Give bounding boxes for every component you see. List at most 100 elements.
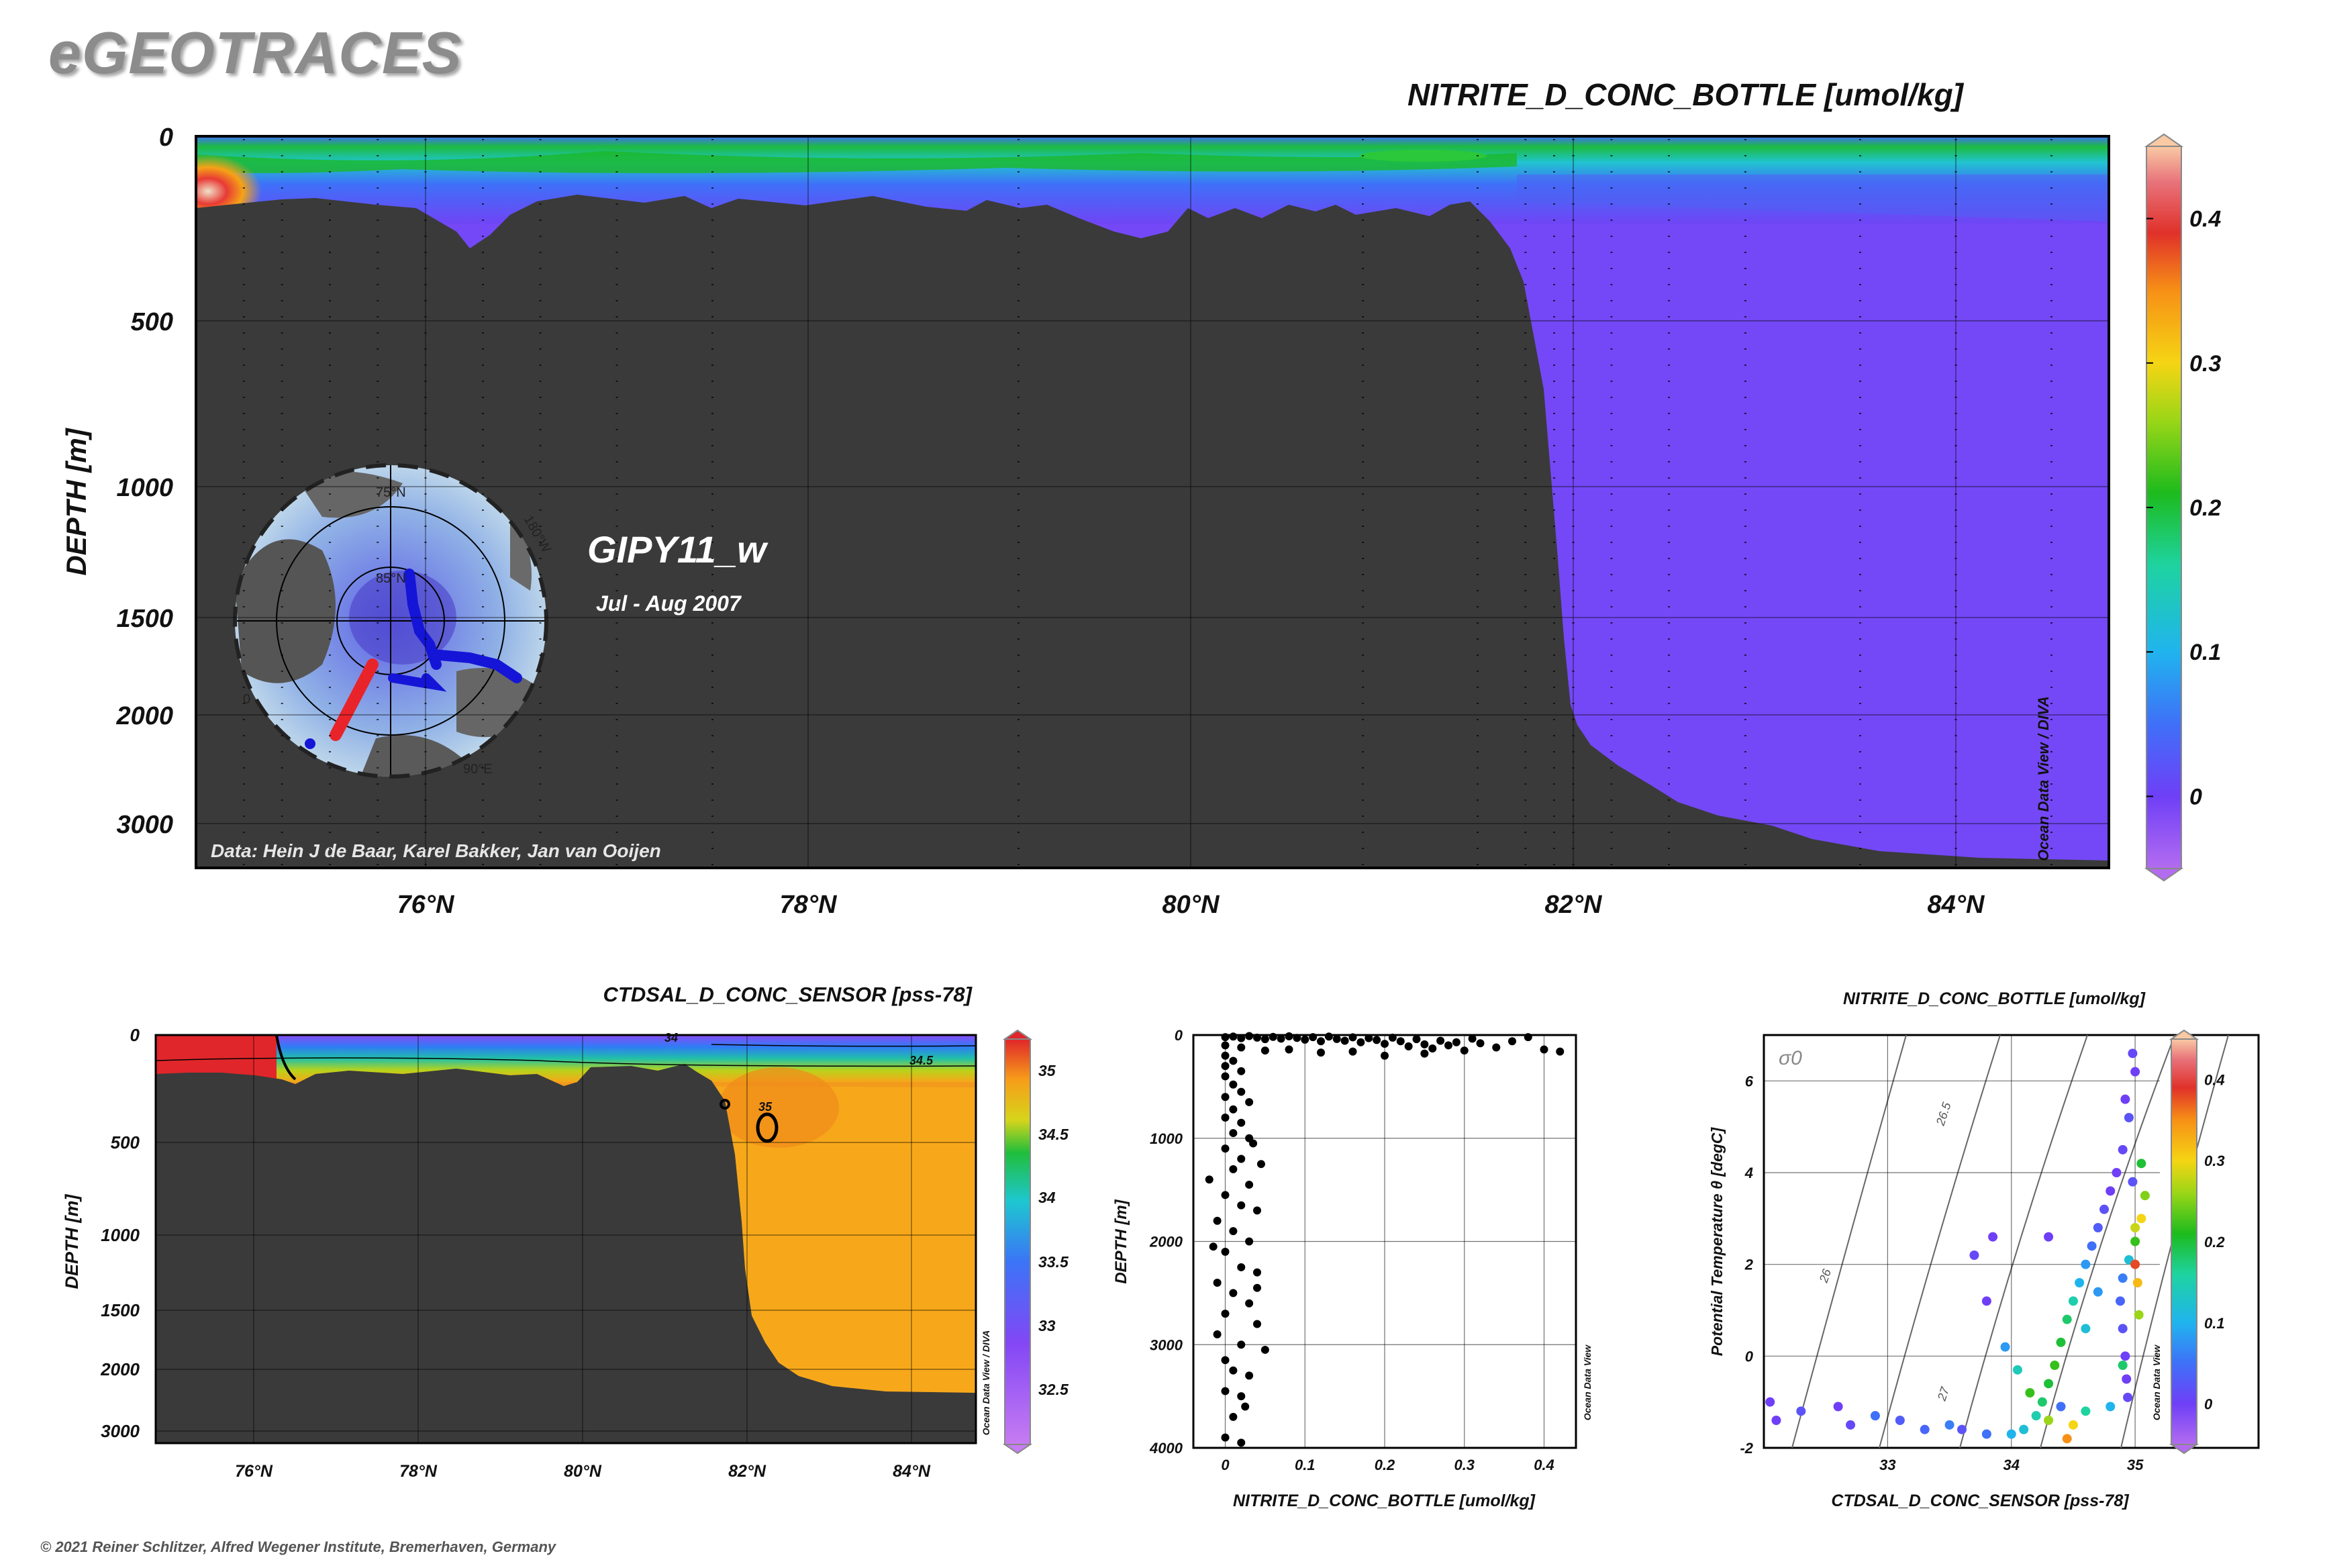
profile-point <box>1444 1041 1452 1050</box>
ts-point <box>1846 1420 1856 1430</box>
ts-x-tick: 35 <box>2127 1457 2144 1473</box>
ts-point <box>2132 1278 2142 1287</box>
profile-point <box>1221 1191 1230 1199</box>
profile-point <box>1237 1118 1246 1127</box>
profile-point <box>1221 1433 1230 1442</box>
ts-point <box>2050 1361 2060 1370</box>
profile-point <box>1237 1438 1246 1447</box>
main-chart-title: NITRITE_D_CONC_BOTTLE [umol/kg] <box>1407 77 1965 112</box>
profile-point <box>1412 1035 1421 1044</box>
profile-point <box>1348 1047 1357 1056</box>
map-label-90e: 90°E <box>463 762 493 777</box>
egeotraces-logo: eGEOTRACES <box>48 19 462 86</box>
profile-point <box>1237 1201 1246 1210</box>
sigma-theta-label: σ0 <box>1779 1047 1802 1069</box>
ts-point <box>2044 1379 2054 1389</box>
ts-point <box>1981 1429 1991 1439</box>
profile-point <box>1253 1320 1261 1328</box>
ts-point <box>2000 1342 2010 1352</box>
nitrite-profile-chart: NITRITE_D_CONC_BOTTLE [umol/kg] DEPTH [m… <box>1112 1027 1593 1510</box>
ts-point <box>2068 1420 2078 1430</box>
profile-point <box>1245 1299 1254 1308</box>
ts-point <box>2106 1402 2116 1412</box>
ts-chart-title: NITRITE_D_CONC_BOTTLE [umol/kg] <box>1843 989 2146 1008</box>
profile-point <box>1221 1310 1230 1318</box>
ts-point <box>2140 1191 2150 1201</box>
profile-point <box>1229 1165 1238 1173</box>
contour-label-345: 34.5 <box>909 1054 934 1067</box>
profile-point <box>1229 1289 1238 1297</box>
ts-point <box>2062 1434 2072 1444</box>
ts-point <box>2056 1337 2066 1347</box>
profile-point <box>1221 1072 1230 1081</box>
profile-point <box>1205 1175 1214 1184</box>
profile-point <box>1260 1345 1269 1354</box>
profile-point <box>1309 1033 1318 1042</box>
main-y-tick: 0 <box>159 124 173 152</box>
profile-point <box>1237 1263 1246 1271</box>
profile-point <box>1229 1227 1238 1236</box>
ts-point <box>1969 1251 1979 1260</box>
main-cbar-tick: 0.2 <box>2189 495 2221 521</box>
ts-point <box>2134 1310 2144 1320</box>
profile-point <box>1340 1036 1349 1045</box>
ts-point <box>2130 1259 2140 1269</box>
main-section-chart: 75°N 85°N 90°E 0 180°W NITRITE_D_CONC_BO… <box>60 77 2221 919</box>
sal-x-tick: 76°N <box>235 1462 273 1481</box>
profile-point <box>1209 1242 1218 1251</box>
profile-point <box>1221 1051 1230 1060</box>
profile-point <box>1492 1043 1501 1052</box>
ts-point <box>2128 1048 2138 1059</box>
ts-point <box>2130 1236 2140 1246</box>
profile-point <box>1249 1139 1258 1148</box>
profile-point <box>1237 1034 1246 1042</box>
profile-point <box>1245 1032 1254 1040</box>
profile-point <box>1253 1033 1261 1042</box>
salinity-chart-title: CTDSAL_D_CONC_SENSOR [pss-78] <box>603 983 973 1006</box>
profile-point <box>1237 1340 1246 1349</box>
profile-point <box>1253 1206 1261 1215</box>
ts-point <box>2116 1296 2125 1306</box>
sal-y-tick: 0 <box>130 1025 140 1045</box>
map-label-0: 0 <box>243 692 250 707</box>
profile-point <box>1245 1371 1254 1380</box>
ts-point <box>2123 1392 2133 1402</box>
profile-point <box>1293 1034 1301 1042</box>
profile-point <box>1285 1045 1293 1054</box>
sal-x-tick: 82°N <box>728 1462 766 1481</box>
profile-point <box>1556 1047 1565 1056</box>
ts-y-axis-label: Potential Temperature θ [degC] <box>1708 1126 1726 1356</box>
salinity-odv-label: Ocean Data View / DIVA <box>981 1330 991 1435</box>
profile-point <box>1468 1034 1477 1043</box>
ts-point <box>1765 1397 1775 1407</box>
profile-point <box>1452 1038 1460 1046</box>
sal-y-tick: 1000 <box>101 1225 140 1245</box>
prof-y-tick: 2000 <box>1149 1234 1183 1251</box>
profile-point <box>1476 1039 1485 1048</box>
prof-y-tick: 0 <box>1175 1027 1183 1044</box>
ts-point <box>2099 1204 2110 1214</box>
sal-x-tick: 84°N <box>893 1462 931 1481</box>
main-x-tick: 84°N <box>1928 891 1985 919</box>
ts-point <box>2130 1067 2140 1077</box>
prof-x-tick: 0.4 <box>1534 1457 1554 1473</box>
ts-point <box>2075 1278 2085 1287</box>
main-odv-label: Ocean Data View / DIVA <box>2035 696 2052 861</box>
ts-point <box>2128 1177 2138 1187</box>
profile-point <box>1229 1057 1238 1065</box>
cruise-label: GIPY11_w <box>587 528 769 571</box>
main-x-tick: 78°N <box>780 891 838 919</box>
ts-point <box>2136 1214 2146 1224</box>
profile-odv-label: Ocean Data View <box>1582 1344 1593 1420</box>
ts-point <box>2124 1113 2134 1122</box>
profile-point <box>1524 1033 1532 1042</box>
profile-point <box>1420 1040 1429 1048</box>
profile-point <box>1436 1036 1445 1045</box>
salinity-section-chart: CTDSAL_D_CONC_SENSOR [pss-78] DEPTH [m] … <box>62 983 1069 1481</box>
profile-point <box>1221 1144 1230 1153</box>
ts-point <box>2081 1406 2091 1416</box>
profile-point <box>1229 1105 1238 1114</box>
profile-point <box>1508 1037 1516 1046</box>
main-y-tick: 3000 <box>116 811 173 839</box>
ts-y-tick: 4 <box>1744 1165 1753 1181</box>
